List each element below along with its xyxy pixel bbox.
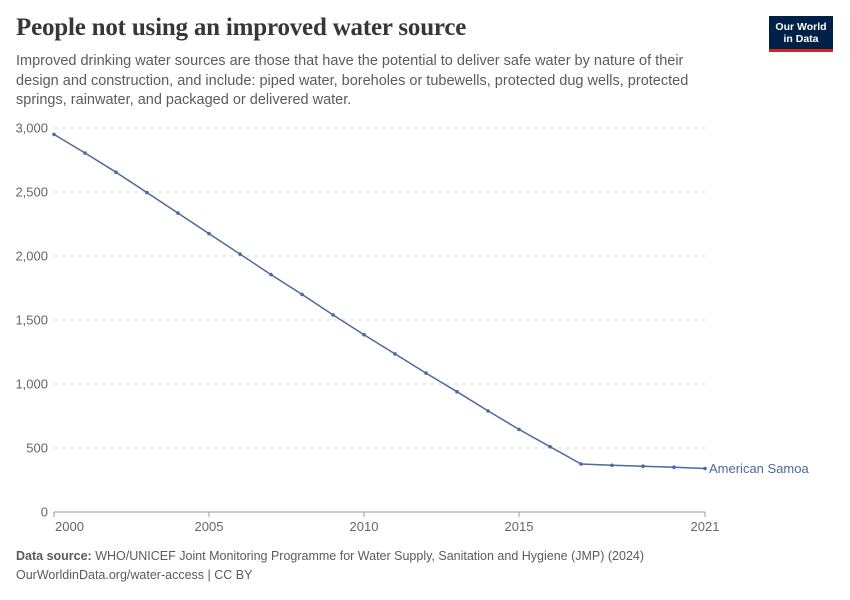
data-source-label: Data source: — [16, 549, 92, 563]
license-link[interactable]: OurWorldinData.org/water-access | CC BY — [16, 568, 253, 582]
y-axis-tick-labels: 0 500 1,000 1,500 2,000 2,500 3,000 — [15, 121, 48, 520]
data-point — [486, 409, 490, 413]
y-tick-label: 2,500 — [15, 185, 48, 200]
data-point — [610, 463, 614, 468]
data-point — [238, 252, 242, 256]
logo-line-1: Our World — [775, 20, 827, 33]
x-axis: 2000 2005 2010 2015 2021 — [53, 511, 720, 534]
y-tick-label: 3,000 — [15, 121, 48, 136]
logo-line-2: in Data — [783, 32, 819, 45]
data-point — [300, 292, 304, 297]
y-tick-label: 2,000 — [15, 249, 48, 264]
footer: Data source: WHO/UNICEF Joint Monitoring… — [16, 547, 644, 585]
data-point — [579, 462, 583, 466]
x-tick-label: 2000 — [55, 519, 84, 534]
data-point — [83, 151, 87, 155]
series-layer: American Samoa — [52, 132, 809, 476]
x-tick-label: 2021 — [691, 519, 720, 534]
data-point — [703, 466, 707, 471]
y-tick-label: 0 — [41, 505, 48, 520]
data-point — [331, 313, 335, 317]
x-tick-label: 2010 — [350, 519, 379, 534]
x-tick-label: 2015 — [505, 519, 534, 534]
chart-subtitle: Improved drinking water sources are thos… — [16, 53, 689, 108]
chart-title: People not using an improved water sourc… — [16, 14, 467, 41]
data-point — [548, 444, 552, 449]
y-tick-label: 500 — [26, 441, 48, 456]
x-tick-label: 2005 — [195, 519, 224, 534]
data-point — [145, 190, 149, 195]
data-point — [455, 389, 459, 394]
data-point — [362, 332, 366, 337]
data-point — [672, 465, 676, 470]
data-point — [52, 132, 56, 137]
data-point — [641, 464, 645, 469]
data-point — [393, 352, 397, 356]
data-point — [517, 427, 521, 432]
data-point — [114, 170, 118, 174]
y-tick-label: 1,500 — [15, 313, 48, 328]
data-source-line: Data source: WHO/UNICEF Joint Monitoring… — [16, 547, 644, 566]
y-tick-label: 1,000 — [15, 377, 48, 392]
series-line — [53, 133, 706, 470]
data-point — [424, 371, 428, 375]
grid-lines — [54, 127, 705, 449]
series-label: American Samoa — [709, 461, 809, 476]
data-point — [207, 231, 211, 236]
owid-logo[interactable]: Our World in Data — [769, 16, 833, 52]
data-point — [176, 211, 180, 215]
data-source-text: WHO/UNICEF Joint Monitoring Programme fo… — [95, 549, 645, 563]
data-point — [269, 272, 273, 277]
